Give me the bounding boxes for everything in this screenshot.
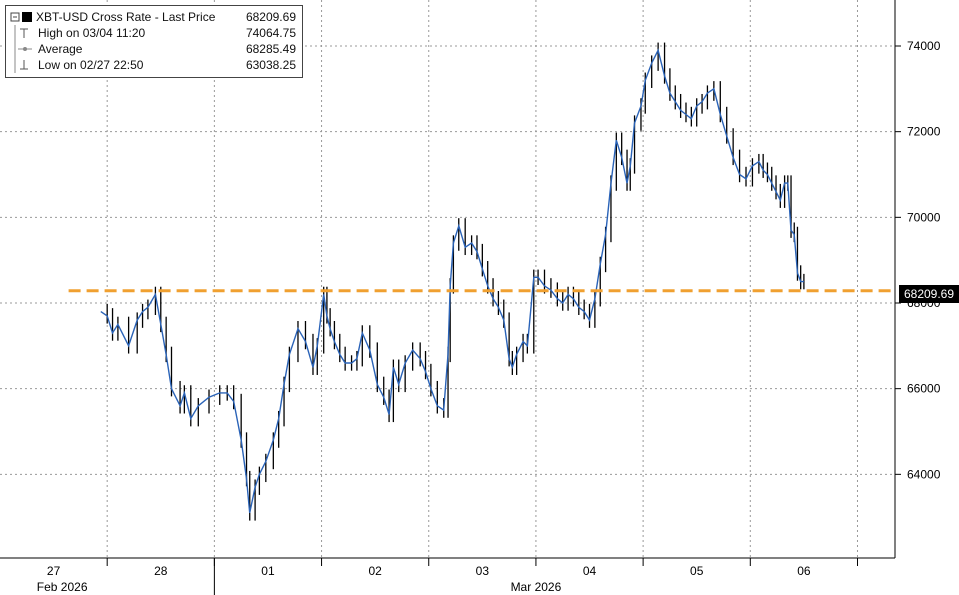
y-tick-label: 66000 <box>907 382 941 396</box>
legend-average: Average 68285.49 <box>10 41 296 57</box>
legend-high-label: High on 03/04 11:20 <box>38 26 146 40</box>
legend-low-label: Low on 02/27 22:50 <box>38 58 144 72</box>
x-tick-label: 05 <box>690 564 704 578</box>
high-marker-icon <box>10 25 34 41</box>
low-marker-icon <box>10 57 34 73</box>
y-tick-label: 72000 <box>907 125 941 139</box>
legend-series-icon <box>10 9 34 25</box>
chart-legend: XBT-USD Cross Rate - Last Price 68209.69… <box>5 5 303 78</box>
x-tick-label: 28 <box>154 564 168 578</box>
y-tick-label: 70000 <box>907 210 941 224</box>
x-tick-label: 06 <box>797 564 811 578</box>
legend-high: High on 03/04 11:20 74064.75 <box>10 25 296 41</box>
y-axis: 640006600068000700007200074000 <box>894 0 941 558</box>
x-tick-label: 04 <box>583 564 597 578</box>
average-marker-icon <box>10 41 34 57</box>
x-tick-label: 03 <box>476 564 490 578</box>
x-period-label: Mar 2026 <box>511 580 562 594</box>
y-tick-label: 64000 <box>907 467 941 481</box>
legend-low-value: 63038.25 <box>245 58 296 72</box>
legend-average-value: 68285.49 <box>245 42 296 56</box>
x-period-label: Feb 2026 <box>37 580 88 594</box>
x-tick-label: 02 <box>368 564 382 578</box>
price-line <box>100 48 804 514</box>
legend-average-label: Average <box>38 42 83 56</box>
last-price-label: 68209.69 <box>899 285 959 304</box>
legend-series: XBT-USD Cross Rate - Last Price 68209.69 <box>10 9 296 25</box>
x-tick-label: 01 <box>261 564 275 578</box>
legend-series-value: 68209.69 <box>245 10 296 24</box>
legend-series-label: XBT-USD Cross Rate - Last Price <box>36 10 216 24</box>
x-axis: 27 28 01 02 03 04 05 06 Feb 2026 Mar 2026 <box>0 557 895 595</box>
chart-grid <box>0 0 895 558</box>
legend-high-value: 74064.75 <box>245 26 296 40</box>
price-candles <box>106 42 805 521</box>
y-tick-label: 74000 <box>907 39 941 53</box>
legend-low: Low on 02/27 22:50 63038.25 <box>10 57 296 73</box>
x-tick-label: 27 <box>47 564 61 578</box>
